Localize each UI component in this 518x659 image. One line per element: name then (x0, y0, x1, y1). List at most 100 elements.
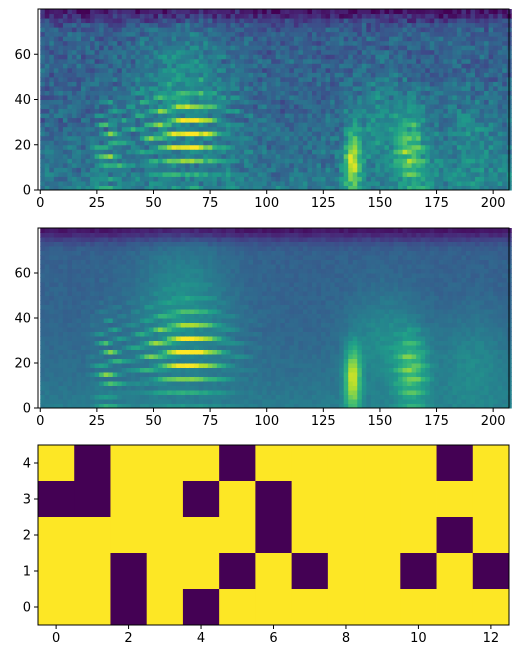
heatmap-cell (126, 237, 132, 242)
heatmap-cell (99, 349, 105, 355)
heatmap-cell (456, 158, 462, 164)
heatmap-cell (284, 122, 290, 128)
heatmap-cell (298, 108, 304, 114)
heatmap-cell (470, 108, 476, 114)
heatmap-cell (384, 167, 390, 173)
heatmap-cell (185, 144, 191, 150)
heatmap-cell (85, 349, 91, 355)
heatmap-cell (253, 149, 259, 155)
heatmap-cell (402, 144, 408, 150)
heatmap-cell (302, 149, 308, 155)
heatmap-cell (479, 94, 485, 100)
heatmap-cell (375, 72, 381, 78)
heatmap-cell (447, 13, 453, 19)
heatmap-cell (239, 22, 245, 28)
heatmap-cell (388, 9, 395, 15)
heatmap-cell (58, 259, 64, 265)
heatmap-cell (407, 99, 413, 105)
heatmap-cell (103, 67, 109, 73)
heatmap-cell (429, 40, 435, 46)
heatmap-cell (452, 94, 458, 100)
heatmap-cell (58, 99, 64, 105)
heatmap-cell (388, 108, 395, 114)
heatmap-cell (112, 76, 118, 82)
heatmap-cell (284, 140, 290, 146)
heatmap-cell (153, 131, 159, 137)
heatmap-cell (316, 63, 322, 69)
heatmap-cell (461, 94, 467, 100)
heatmap-cell (443, 108, 449, 114)
heatmap-cell (225, 18, 231, 24)
heatmap-cell (108, 131, 114, 137)
heatmap-cell (40, 241, 46, 247)
heatmap-cell (253, 49, 259, 55)
heatmap-cell (158, 81, 164, 87)
heatmap-cell (108, 318, 114, 323)
heatmap-cell (280, 113, 286, 119)
heatmap-cell (280, 45, 286, 51)
heatmap-cell (76, 63, 82, 69)
heatmap-cell (53, 131, 59, 137)
heatmap-cell (230, 67, 236, 73)
heatmap-cell (230, 167, 236, 173)
heatmap-cell (452, 180, 458, 186)
heatmap-cell (67, 228, 73, 233)
heatmap-cell (393, 113, 399, 119)
heatmap-cell (158, 167, 164, 173)
heatmap-cell (298, 185, 304, 191)
heatmap-cell (158, 18, 164, 24)
heatmap-cell (225, 149, 231, 155)
heatmap-cell (53, 349, 59, 355)
heatmap-cell (271, 63, 277, 69)
heatmap-cell (366, 180, 372, 186)
heatmap-cell (49, 403, 55, 409)
heatmap-cell (262, 167, 268, 173)
heatmap-cell (271, 131, 277, 137)
heatmap-cell (44, 264, 50, 269)
heatmap-cell (307, 9, 313, 15)
heatmap-cell (375, 31, 381, 37)
heatmap-cell (103, 228, 109, 233)
heatmap-cell (266, 49, 272, 55)
heatmap-cell (370, 54, 376, 60)
heatmap-cell (40, 232, 46, 238)
heatmap-cell (49, 113, 55, 119)
heatmap-cell (108, 13, 114, 19)
heatmap-cell (280, 67, 286, 73)
heatmap-cell (40, 264, 46, 269)
heatmap-cell (461, 176, 467, 182)
heatmap-cell (312, 22, 318, 28)
heatmap-cell (235, 144, 241, 150)
heatmap-cell (275, 176, 281, 182)
heatmap-cell (452, 113, 458, 119)
heatmap-cell (81, 358, 87, 364)
heatmap-cell (307, 22, 313, 28)
heatmap-cell (330, 126, 336, 132)
heatmap-cell (112, 58, 118, 64)
heatmap-cell (352, 176, 358, 182)
heatmap-cell (325, 94, 331, 100)
heatmap-cell (189, 18, 195, 24)
heatmap-cell (148, 81, 154, 87)
heatmap-cell (44, 228, 50, 233)
heatmap-cell (239, 167, 245, 173)
heatmap-cell (126, 27, 132, 33)
heatmap-cell (475, 9, 481, 15)
heatmap-cell (312, 85, 318, 91)
heatmap-cell (153, 90, 159, 96)
heatmap-cell (352, 76, 358, 82)
heatmap-cell (302, 31, 308, 37)
heatmap-cell (176, 135, 182, 141)
heatmap-cell (76, 232, 82, 238)
heatmap-cell (357, 171, 363, 177)
heatmap-cell (44, 291, 50, 296)
heatmap-cell (497, 18, 503, 24)
heatmap-cell (130, 76, 136, 82)
heatmap-cell (370, 162, 376, 168)
heatmap-cell (62, 331, 68, 337)
heatmap-cell (370, 85, 376, 91)
heatmap-cell (343, 140, 349, 146)
heatmap-cell (284, 180, 290, 186)
heatmap-cell (216, 90, 222, 96)
heatmap-cell (266, 176, 272, 182)
